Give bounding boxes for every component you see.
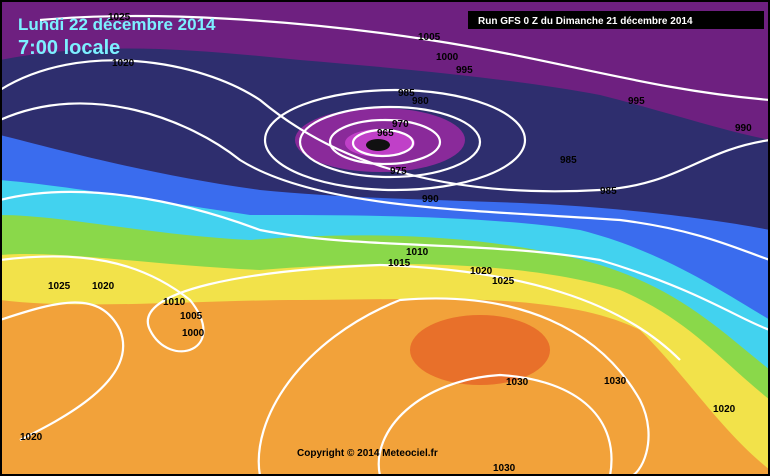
isobar-label: 1005 xyxy=(180,311,203,322)
isobar-label: 1020 xyxy=(713,404,736,415)
isobar-label: 995 xyxy=(628,96,645,107)
isobar-label: 995 xyxy=(456,65,473,76)
isobar-label: 970 xyxy=(392,119,409,130)
isobar-label: 1000 xyxy=(182,328,205,339)
isobar-label: 980 xyxy=(412,96,429,107)
isobar-label: 965 xyxy=(377,128,394,139)
isobar-label: 1010 xyxy=(163,297,186,308)
isobar-label: 985 xyxy=(560,155,577,166)
isobar-label: 1025 xyxy=(492,276,515,287)
isobar-label: 990 xyxy=(735,123,752,134)
run-label: Run GFS 0 Z du Dimanche 21 décembre 2014 xyxy=(478,16,693,27)
copyright: Copyright © 2014 Meteociel.fr xyxy=(297,448,438,459)
isobar-label: 1020 xyxy=(112,58,135,69)
isobar-label: 1005 xyxy=(418,32,441,43)
isobar-label: 990 xyxy=(422,194,439,205)
isobar-label: 1030 xyxy=(506,377,529,388)
isobar-label: 1030 xyxy=(493,463,516,474)
isobar-label: 1025 xyxy=(108,12,131,23)
isobar-label: 1000 xyxy=(436,52,459,63)
isobar-label: 1015 xyxy=(388,258,411,269)
isobar-label: 985 xyxy=(600,186,617,197)
isobar-label: 1020 xyxy=(470,266,493,277)
isobar-label: 1030 xyxy=(604,376,627,387)
isobar-label: 1020 xyxy=(92,281,115,292)
run-box xyxy=(468,11,764,29)
isobar-label: 1010 xyxy=(406,247,429,258)
isobar-label: 975 xyxy=(390,166,407,177)
isobars xyxy=(0,14,770,476)
isobar-label: 985 xyxy=(398,88,415,99)
map-date: Lundi 22 décembre 2014 xyxy=(18,15,216,34)
isobar-label: 1025 xyxy=(48,281,71,292)
map-time: 7:00 locale xyxy=(18,37,120,59)
isobar-labels: 1025102010051000995985980970965975990995… xyxy=(20,12,752,474)
isobar-label: 1020 xyxy=(20,432,43,443)
